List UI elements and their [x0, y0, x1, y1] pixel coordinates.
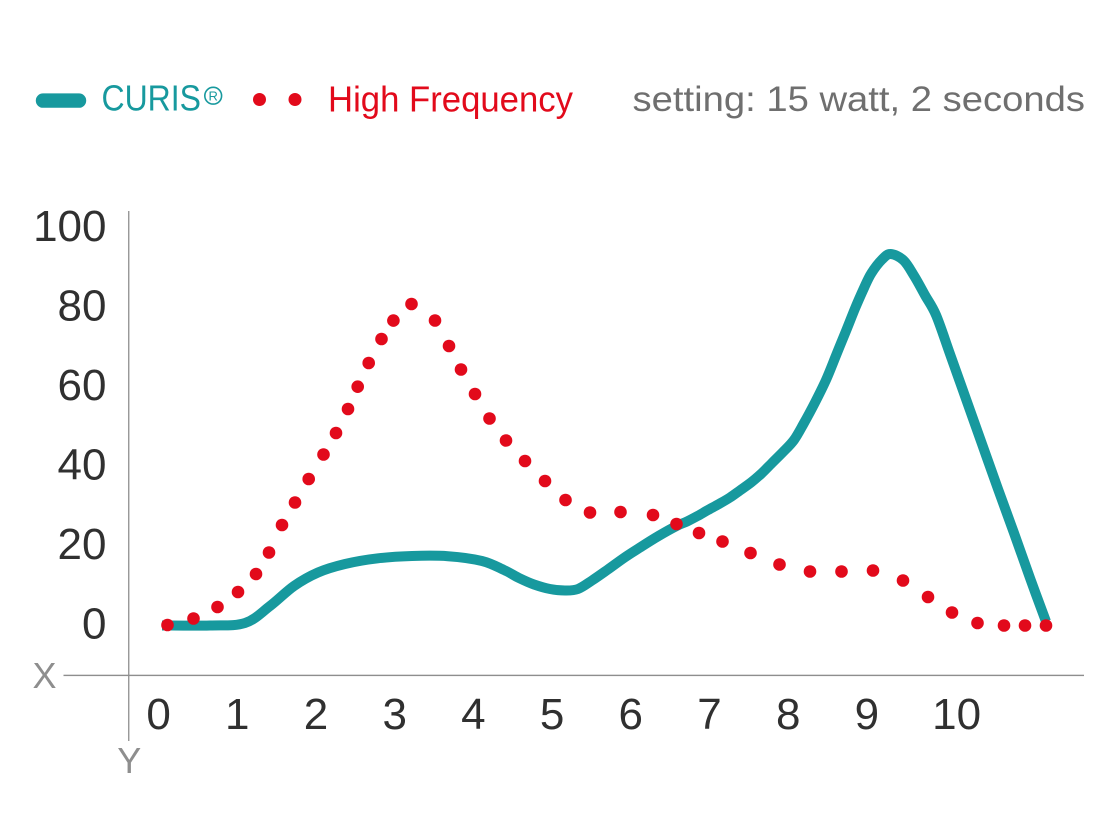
svg-text:1: 1	[225, 690, 249, 739]
svg-text:7: 7	[697, 690, 721, 739]
svg-text:9: 9	[855, 690, 879, 739]
svg-text:High Frequency: High Frequency	[328, 79, 573, 120]
svg-text:60: 60	[58, 361, 107, 410]
svg-text:2: 2	[304, 690, 328, 739]
svg-text:5: 5	[540, 690, 564, 739]
svg-text:3: 3	[382, 690, 406, 739]
svg-text:10: 10	[932, 690, 981, 739]
svg-text:CURIS: CURIS	[102, 78, 202, 119]
svg-text:100: 100	[33, 202, 106, 251]
svg-text:40: 40	[58, 441, 107, 490]
svg-text:Y: Y	[117, 740, 141, 781]
svg-text:0: 0	[82, 600, 106, 649]
svg-text:0: 0	[146, 690, 170, 739]
svg-text:8: 8	[776, 690, 800, 739]
svg-text:X: X	[32, 655, 56, 696]
svg-text:20: 20	[58, 520, 107, 569]
svg-text:setting: 15 watt, 2 seconds: setting: 15 watt, 2 seconds	[633, 80, 1086, 119]
svg-text:80: 80	[58, 282, 107, 331]
svg-text:6: 6	[619, 690, 643, 739]
svg-text:4: 4	[461, 690, 485, 739]
svg-text:R: R	[209, 88, 218, 103]
